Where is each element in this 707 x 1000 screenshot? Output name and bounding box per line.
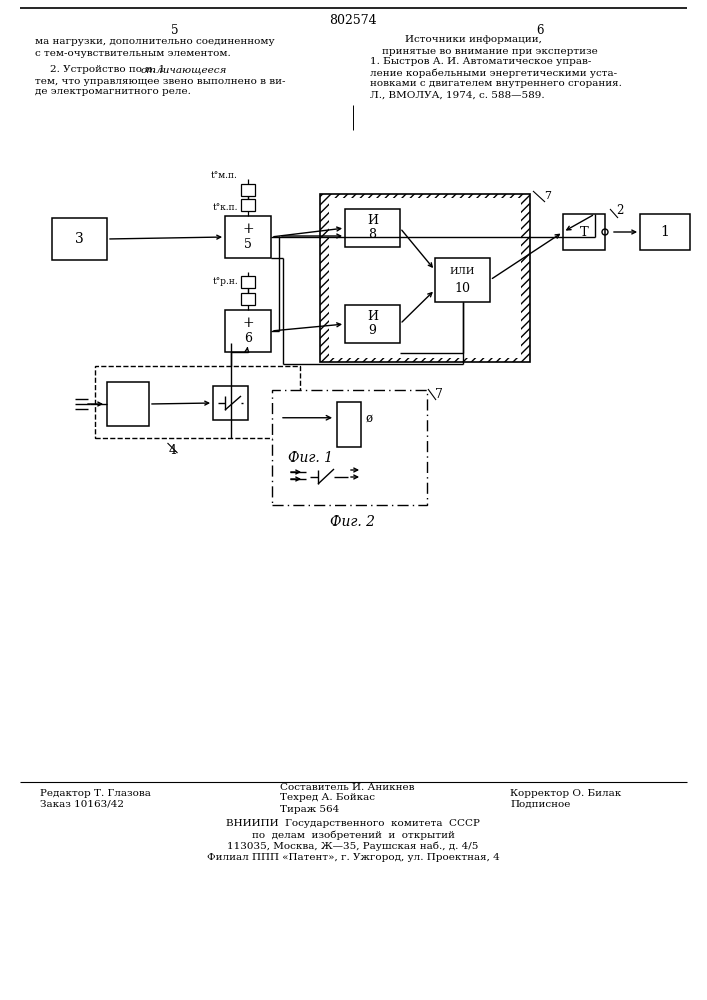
- Text: Фиг. 2: Фиг. 2: [330, 515, 375, 529]
- Text: ление корабельными энергетическими уста-: ление корабельными энергетическими уста-: [370, 68, 617, 78]
- Text: 802574: 802574: [329, 13, 377, 26]
- Text: 1. Быстров А. И. Автоматическое управ-: 1. Быстров А. И. Автоматическое управ-: [370, 57, 591, 66]
- Bar: [345, 305, 400, 343]
- Text: ма нагрузки, дополнительно соединенному: ма нагрузки, дополнительно соединенному: [35, 37, 274, 46]
- Bar: [272, 390, 427, 505]
- Text: новками с двигателем внутреннего сгорания.: новками с двигателем внутреннего сгорани…: [370, 80, 622, 89]
- Text: 1: 1: [660, 225, 670, 239]
- Text: 6: 6: [244, 332, 252, 346]
- Text: 10: 10: [455, 282, 470, 296]
- Bar: [107, 382, 149, 426]
- Text: Филиал ППП «Патент», г. Ужгород, ул. Проектная, 4: Филиал ППП «Патент», г. Ужгород, ул. Про…: [206, 852, 499, 861]
- Text: 2. Устройство по п. 1: 2. Устройство по п. 1: [50, 66, 168, 75]
- Text: ВНИИПИ  Государственного  комитета  СССР: ВНИИПИ Государственного комитета СССР: [226, 820, 480, 828]
- Bar: [241, 184, 255, 196]
- Bar: [435, 258, 490, 302]
- Text: Составитель И. Аникнев: Составитель И. Аникнев: [280, 782, 414, 792]
- Text: Фиг. 1: Фиг. 1: [288, 451, 332, 465]
- Bar: [213, 386, 248, 420]
- Text: И: И: [367, 215, 378, 228]
- Text: И: И: [367, 310, 378, 324]
- Text: 9: 9: [368, 324, 376, 338]
- Text: +: +: [243, 222, 254, 236]
- Text: де электромагнитного реле.: де электромагнитного реле.: [35, 88, 191, 97]
- Text: 2: 2: [616, 205, 624, 218]
- Bar: [241, 199, 255, 211]
- Bar: [320, 194, 530, 362]
- Bar: [52, 218, 107, 260]
- Text: 7: 7: [435, 388, 443, 401]
- Text: t°р.н.: t°р.н.: [212, 276, 238, 286]
- Text: 5: 5: [244, 238, 252, 251]
- Text: по  делам  изобретений  и  открытий: по делам изобретений и открытий: [252, 830, 455, 840]
- Text: Техред А. Бойкас: Техред А. Бойкас: [280, 794, 375, 802]
- Bar: [345, 209, 400, 247]
- Bar: [225, 216, 271, 258]
- Text: Источники информации,: Источники информации,: [405, 35, 542, 44]
- Text: 6: 6: [536, 23, 544, 36]
- Text: 4: 4: [168, 444, 177, 458]
- Bar: [329, 198, 521, 358]
- Text: Редактор Т. Глазова: Редактор Т. Глазова: [40, 788, 151, 798]
- Text: 113035, Москва, Ж—35, Раушская наб., д. 4/5: 113035, Москва, Ж—35, Раушская наб., д. …: [228, 841, 479, 851]
- Bar: [241, 293, 255, 305]
- Text: тем, что управляющее звено выполнено в ви-: тем, что управляющее звено выполнено в в…: [35, 77, 286, 86]
- Text: 5: 5: [171, 23, 179, 36]
- Text: Т: Т: [580, 226, 588, 238]
- Text: Заказ 10163/42: Заказ 10163/42: [40, 800, 124, 808]
- Bar: [241, 276, 255, 288]
- Bar: [95, 366, 300, 438]
- Text: 8: 8: [368, 229, 377, 241]
- Text: отличающееся: отличающееся: [141, 66, 228, 75]
- Text: Подписное: Подписное: [510, 800, 571, 808]
- Bar: [337, 402, 361, 447]
- Text: ИЛИ: ИЛИ: [450, 266, 475, 275]
- Text: с тем­очувствительным элементом.: с тем­очувствительным элементом.: [35, 48, 230, 57]
- Text: 7: 7: [544, 191, 551, 201]
- Text: принятые во внимание при экспертизе: принятые во внимание при экспертизе: [382, 46, 597, 55]
- Text: +: +: [243, 316, 254, 330]
- Text: ø: ø: [366, 411, 373, 424]
- Text: Тираж 564: Тираж 564: [280, 804, 339, 814]
- Bar: [563, 214, 605, 250]
- Bar: [225, 310, 271, 352]
- Text: t°к.п.: t°к.п.: [213, 204, 238, 213]
- Text: Корректор О. Билак: Корректор О. Билак: [510, 788, 621, 798]
- Text: t°м.п.: t°м.п.: [211, 172, 238, 180]
- Bar: [640, 214, 690, 250]
- Text: 3: 3: [75, 232, 84, 246]
- Text: Л., ВМОЛУА, 1974, с. 588—589.: Л., ВМОЛУА, 1974, с. 588—589.: [370, 91, 544, 100]
